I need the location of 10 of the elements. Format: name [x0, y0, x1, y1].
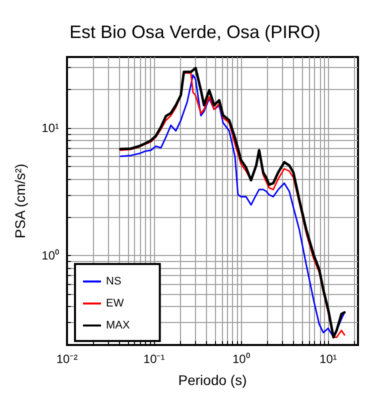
legend-label: EW: [106, 298, 124, 310]
x-tick-label: 10⁰: [232, 352, 250, 366]
x-tick-label: 10¹: [320, 352, 337, 366]
x-axis-title: Periodo (s): [178, 372, 247, 388]
x-tick-label: 10⁻²: [56, 352, 78, 366]
legend-label: MAX: [106, 320, 130, 332]
y-axis-title: PSA (cm/s²): [12, 164, 28, 238]
x-tick-label: 10⁻¹: [143, 352, 165, 366]
chart-title: Est Bio Osa Verde, Osa (PIRO): [69, 22, 321, 42]
legend-label: NS: [106, 276, 122, 288]
